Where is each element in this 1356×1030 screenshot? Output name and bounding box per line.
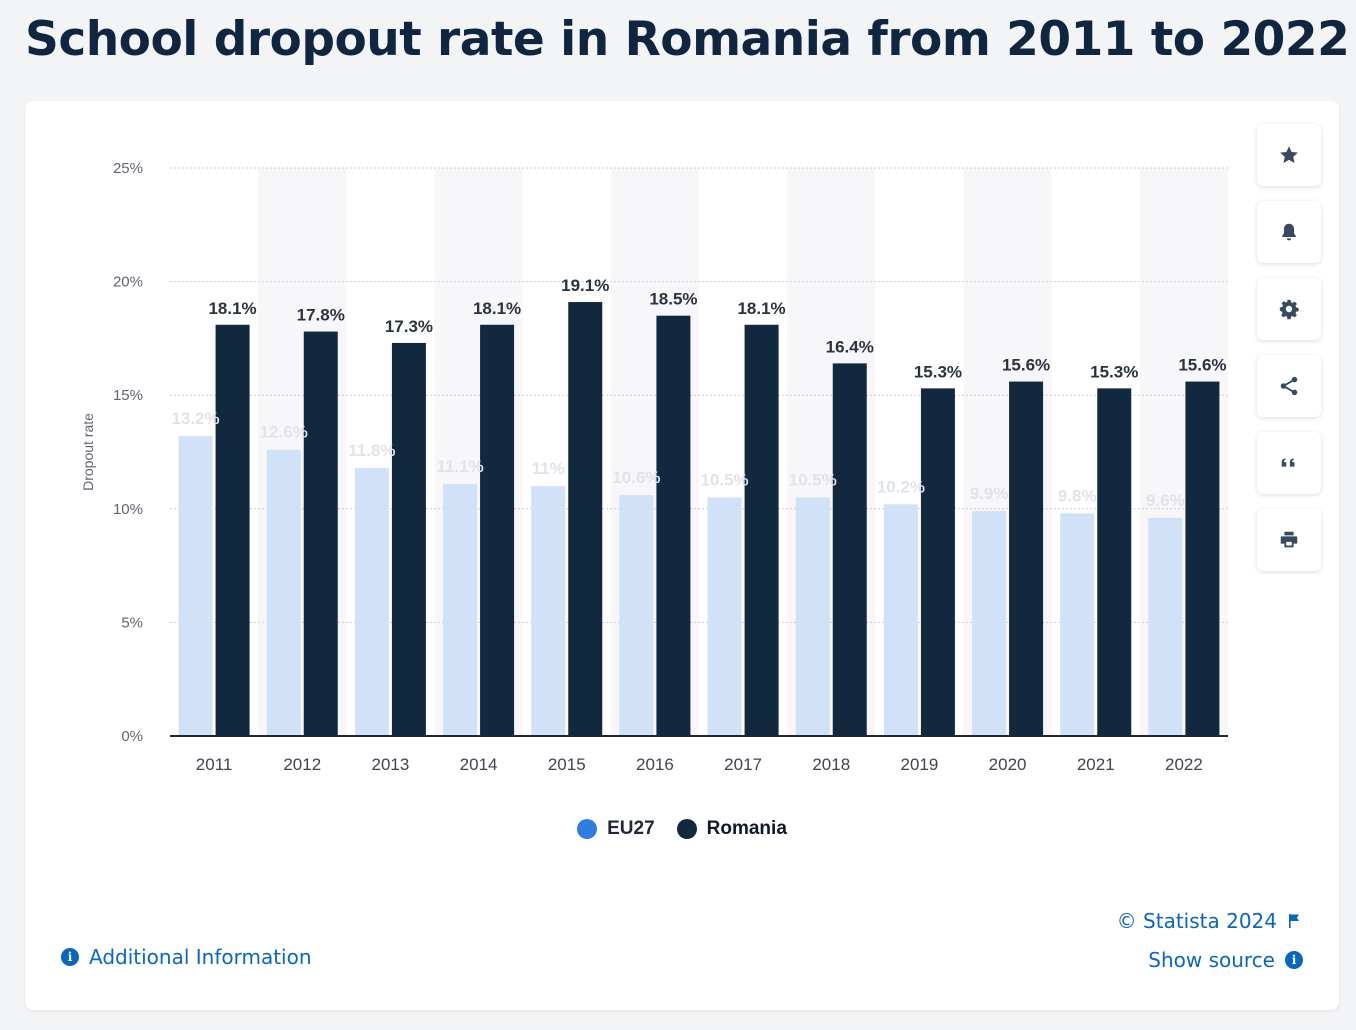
star-icon (1280, 146, 1298, 163)
gear-icon (1279, 299, 1299, 320)
legend-label-romania: Romania (706, 818, 787, 839)
share-icon (1280, 376, 1298, 396)
bar-romania (1009, 381, 1044, 736)
y-tick-label: 20% (113, 274, 143, 291)
x-tick-label: 2012 (283, 755, 321, 774)
bar-eu27 (354, 467, 389, 736)
bar-romania (215, 324, 250, 736)
bar-romania (1097, 388, 1132, 736)
data-label-romania: 17.3% (385, 317, 433, 336)
copyright-link[interactable]: © Statista 2024 (1117, 909, 1301, 933)
quote-icon (1281, 458, 1295, 467)
bar-romania (391, 342, 426, 736)
data-label-romania: 15.6% (1178, 356, 1226, 375)
data-label-romania: 18.1% (473, 299, 521, 318)
share-button[interactable] (1257, 355, 1321, 417)
legend-marker-eu27 (577, 819, 598, 839)
bar-eu27 (707, 497, 742, 736)
y-axis-title: Dropout rate (80, 413, 96, 491)
data-label-eu27: 10.5% (789, 470, 837, 489)
bar-romania (832, 363, 867, 736)
data-label-romania: 17.8% (297, 306, 345, 325)
legend-item-eu27[interactable]: EU27 (577, 818, 655, 840)
legend-marker-romania (676, 819, 697, 839)
print-button[interactable] (1257, 509, 1321, 571)
x-tick-label: 2011 (196, 755, 233, 774)
data-label-eu27: 10.5% (700, 470, 748, 489)
bar-eu27 (531, 486, 566, 736)
copyright-text: © Statista 2024 (1116, 909, 1277, 933)
bar-romania (303, 331, 338, 736)
data-label-eu27: 9.8% (1058, 486, 1097, 505)
chart-card: 0% 5% 10% 15% 20% 25% Dropout rate 13.2% 18.1% 20… (25, 101, 1339, 1010)
data-label-eu27: 12.6% (260, 423, 308, 442)
bar-eu27 (178, 436, 213, 736)
x-tick-label: 2018 (812, 755, 850, 774)
info-icon: i (61, 948, 79, 966)
bar-eu27 (972, 511, 1007, 736)
data-label-romania: 18.1% (737, 299, 785, 318)
x-tick-label: 2019 (901, 755, 939, 774)
y-tick-label: 0% (121, 728, 143, 745)
flag-icon (1289, 914, 1300, 928)
cite-button[interactable] (1257, 432, 1321, 494)
data-label-romania: 15.3% (914, 362, 962, 381)
bell-icon (1282, 223, 1296, 241)
legend-item-romania[interactable]: Romania (676, 818, 787, 840)
print-icon (1280, 531, 1298, 548)
x-tick-label: 2021 (1077, 755, 1115, 774)
bar-romania (656, 315, 691, 736)
y-tick-label: 25% (113, 160, 143, 177)
y-tick-label: 10% (113, 501, 143, 518)
data-label-eu27: 13.2% (171, 409, 219, 428)
bar-eu27 (619, 495, 654, 736)
data-label-eu27: 10.6% (612, 468, 660, 487)
bar-eu27 (883, 504, 918, 736)
data-label-eu27: 9.9% (970, 484, 1009, 503)
x-tick-label: 2013 (372, 755, 410, 774)
legend-label-eu27: EU27 (607, 818, 655, 839)
info-icon: i (1285, 951, 1303, 969)
bar-eu27 (443, 483, 478, 736)
x-tick-label: 2014 (460, 755, 498, 774)
data-label-romania: 16.4% (826, 337, 874, 356)
show-source-text: Show source (1148, 948, 1275, 972)
bar-romania (920, 388, 955, 736)
data-label-romania: 18.1% (208, 299, 256, 318)
bar-romania (1185, 381, 1220, 736)
show-source-link[interactable]: Show source i (1148, 948, 1303, 972)
bar-eu27 (266, 449, 301, 736)
data-label-eu27: 9.6% (1146, 491, 1185, 510)
data-label-romania: 19.1% (561, 276, 609, 295)
data-label-romania: 15.3% (1090, 362, 1138, 381)
page-title: School dropout rate in Romania from 2011… (25, 12, 1350, 67)
y-tick-label: 15% (113, 387, 143, 404)
favorite-button[interactable] (1257, 124, 1321, 186)
bar-romania (744, 324, 779, 736)
bar-eu27 (795, 497, 830, 736)
x-tick-label: 2015 (548, 755, 586, 774)
data-label-romania: 15.6% (1002, 356, 1050, 375)
data-label-eu27: 11.1% (436, 457, 483, 476)
data-label-romania: 18.5% (649, 290, 697, 309)
data-label-eu27: 11% (532, 459, 565, 478)
data-label-eu27: 10.2% (877, 477, 925, 496)
data-label-eu27: 11.8% (348, 441, 395, 460)
bar-eu27 (1060, 513, 1095, 736)
chart-legend: EU27 Romania (25, 818, 1339, 840)
x-tick-label: 2016 (636, 755, 674, 774)
bar-chart: 0% 5% 10% 15% 20% 25% Dropout rate 13.2% 18.1% 20… (80, 160, 1228, 774)
y-tick-label: 5% (121, 614, 143, 631)
settings-button[interactable] (1257, 278, 1321, 340)
x-tick-label: 2022 (1165, 755, 1203, 774)
notification-button[interactable] (1257, 201, 1321, 263)
additional-information-text: Additional Information (89, 945, 312, 969)
additional-information-link[interactable]: i Additional Information (61, 945, 312, 969)
bar-romania (480, 324, 515, 736)
bar-eu27 (1148, 517, 1183, 736)
x-tick-label: 2020 (989, 755, 1027, 774)
bar-romania (568, 302, 603, 736)
x-tick-label: 2017 (724, 755, 762, 774)
chart-toolbar (1257, 124, 1321, 586)
